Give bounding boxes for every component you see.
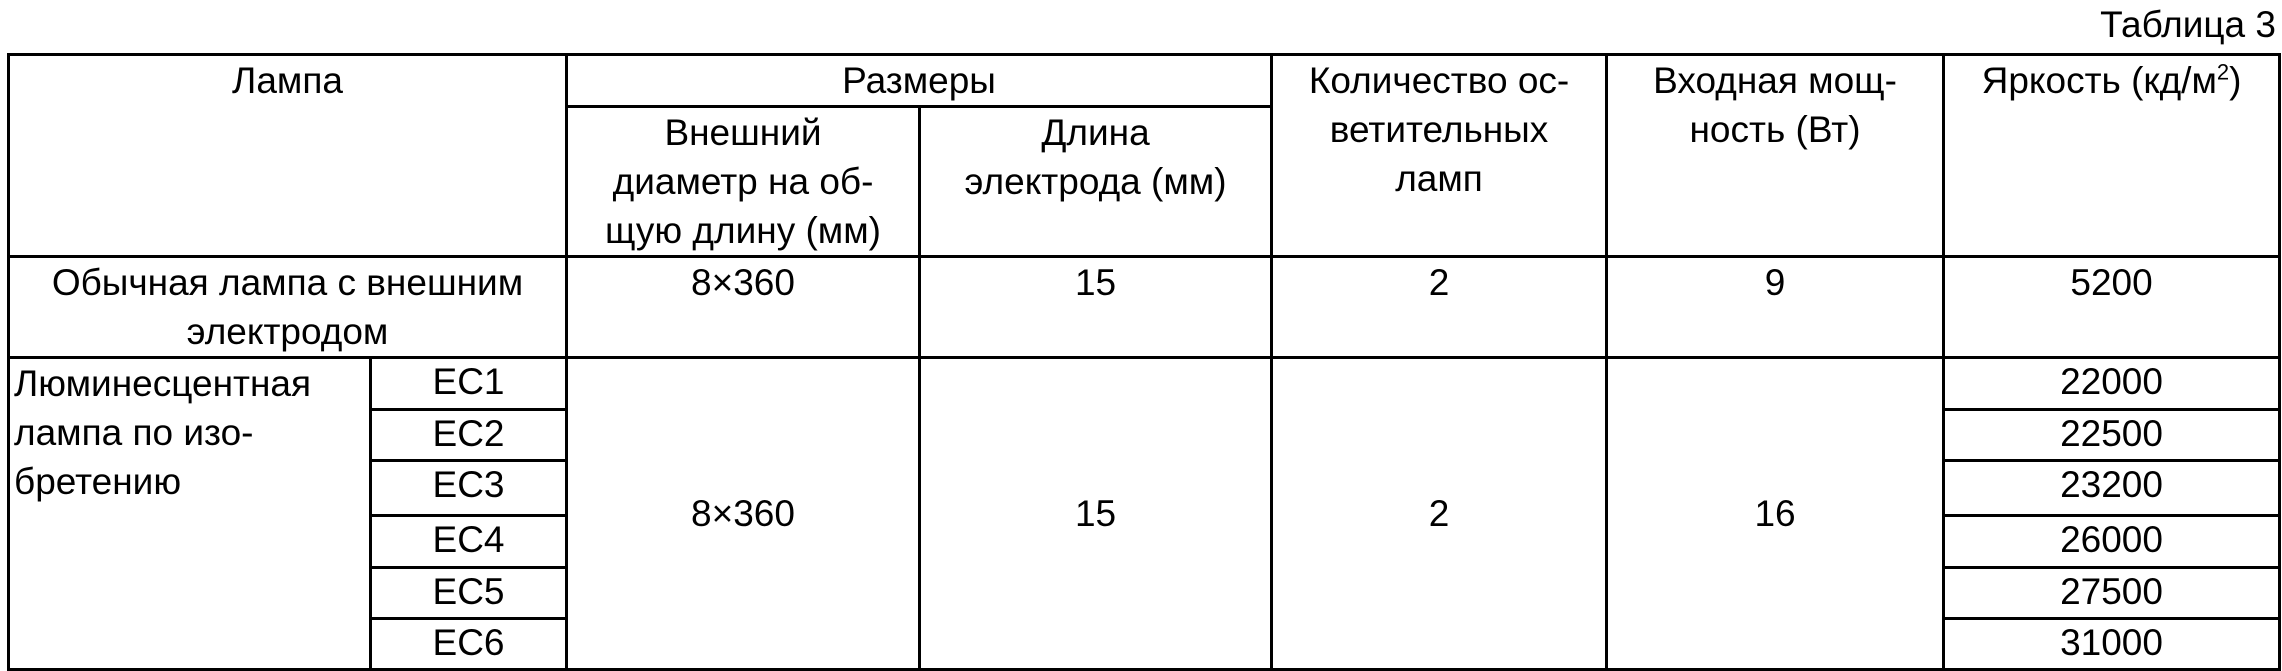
- table-caption: Таблица 3: [2100, 2, 2276, 48]
- ec-id: EC1: [371, 358, 567, 410]
- header-lamp: Лампа: [9, 55, 567, 257]
- conventional-electrode-length: 15: [920, 257, 1272, 358]
- header-electrode-length: Длина электрода (мм): [920, 107, 1272, 257]
- brightness-sup: 2: [2217, 60, 2229, 85]
- ec-brightness: 23200: [1944, 461, 2280, 516]
- invention-lamp-count: 2: [1272, 358, 1607, 670]
- ec-brightness: 27500: [1944, 568, 2280, 619]
- ec-brightness: 22500: [1944, 410, 2280, 461]
- header-dimensions: Размеры: [567, 55, 1272, 107]
- conventional-power: 9: [1607, 257, 1944, 358]
- header-row: Лампа Размеры Количество ос- ветительных…: [9, 55, 2280, 107]
- header-lamp-count: Количество ос- ветительных ламп: [1272, 55, 1607, 257]
- ec-id: EC2: [371, 410, 567, 461]
- ec-id: EC4: [371, 516, 567, 568]
- ec-id: EC5: [371, 568, 567, 619]
- conventional-name: Обычная лампа с внешним электродом: [9, 257, 567, 358]
- ec-id: EC3: [371, 461, 567, 516]
- invention-power: 16: [1607, 358, 1944, 670]
- lamp-table: Лампа Размеры Количество ос- ветительных…: [7, 53, 2281, 671]
- ec-brightness: 26000: [1944, 516, 2280, 568]
- header-brightness: Яркость (кд/м2): [1944, 55, 2280, 257]
- conventional-lamp-count: 2: [1272, 257, 1607, 358]
- invention-electrode-length: 15: [920, 358, 1272, 670]
- header-outer-diameter: Внешний диаметр на об- щую длину (мм): [567, 107, 920, 257]
- invention-name: Люминесцентная лампа по изо- бретению: [9, 358, 371, 670]
- ec-brightness: 31000: [1944, 619, 2280, 670]
- conventional-brightness: 5200: [1944, 257, 2280, 358]
- brightness-label: Яркость (кд/м: [1982, 60, 2217, 101]
- header-input-power: Входная мощ- ность (Вт): [1607, 55, 1944, 257]
- ec-brightness: 22000: [1944, 358, 2280, 410]
- brightness-end: ): [2229, 60, 2241, 101]
- conventional-size: 8×360: [567, 257, 920, 358]
- table-row: Люминесцентная лампа по изо- бретению EC…: [9, 358, 2280, 410]
- ec-id: EC6: [371, 619, 567, 670]
- invention-size: 8×360: [567, 358, 920, 670]
- table-row: Обычная лампа с внешним электродом 8×360…: [9, 257, 2280, 358]
